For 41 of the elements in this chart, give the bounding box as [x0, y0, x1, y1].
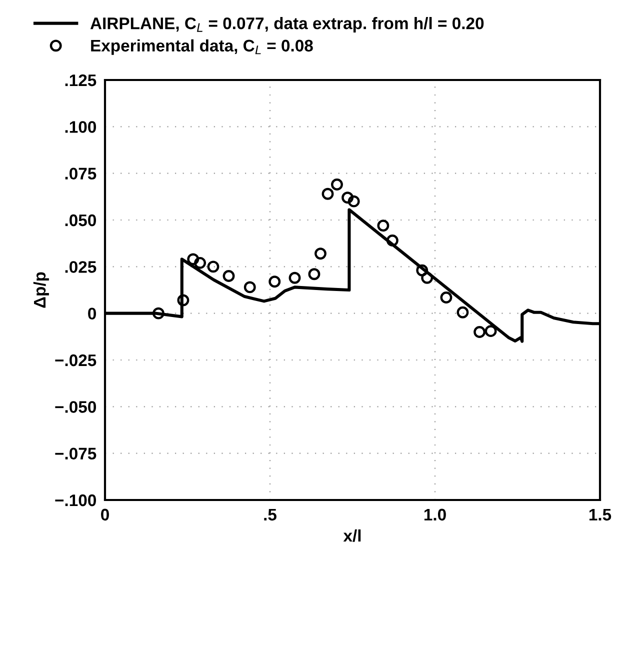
y-tick-label: −.050 [55, 401, 96, 413]
point [484, 325, 497, 338]
point [222, 270, 235, 282]
point [187, 253, 200, 266]
y-tick-label: .125 [65, 74, 96, 86]
point [440, 291, 452, 304]
y-tick-label: .100 [65, 121, 96, 133]
x-tick-label: 1.0 [424, 508, 446, 521]
x-tick-label: .5 [264, 508, 276, 521]
point [377, 220, 390, 232]
point [421, 272, 434, 284]
y-tick-label: 0 [88, 308, 96, 320]
legend-label: AIRPLANE, C$_{L}$ = 0.077, data extrap. from h/l = 0.20 [90, 17, 484, 33]
point [288, 272, 301, 284]
point [244, 281, 256, 294]
y-tick-label: .025 [65, 261, 96, 273]
point [474, 326, 486, 338]
legend-label: Experimental data, C$_{L}$ = 0.08 [91, 39, 313, 55]
point [322, 188, 334, 200]
point [177, 294, 190, 306]
point [342, 192, 354, 204]
point [331, 178, 343, 191]
point [456, 306, 469, 318]
point [314, 248, 326, 260]
point [348, 195, 360, 208]
point [152, 307, 164, 320]
point [194, 256, 206, 269]
x-tick-label: 1.5 [589, 508, 612, 521]
point [268, 276, 281, 288]
y-tick-label: −.025 [55, 354, 96, 366]
y-tick-label: −.075 [55, 448, 96, 460]
y-tick-label: .075 [65, 168, 96, 180]
point [416, 264, 428, 276]
point [386, 234, 398, 247]
y-tick-label: −.100 [55, 494, 96, 506]
point [308, 268, 320, 280]
point [207, 260, 220, 273]
x-tick-label: 0 [101, 508, 109, 521]
x-axis-title: x/l [343, 529, 361, 542]
y-axis-title: Δp/p [33, 272, 49, 308]
y-tick-label: .050 [65, 214, 96, 226]
